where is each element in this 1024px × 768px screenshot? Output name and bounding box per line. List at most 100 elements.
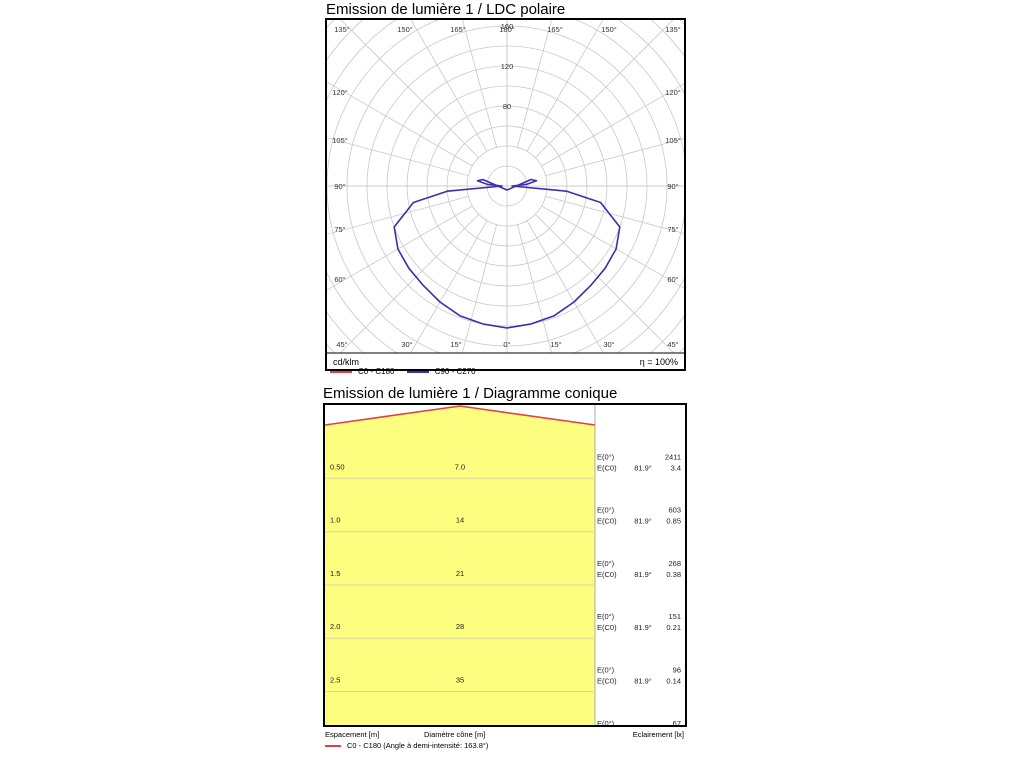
polar-radial-label: 80 (503, 102, 511, 111)
polar-angle-label-bottom: 15° (550, 340, 561, 349)
polar-spoke (535, 214, 675, 353)
polar-efficiency: η = 100% (639, 357, 678, 367)
cone-row-diameter: 28 (456, 622, 464, 631)
cone-legend-label: C0 - C180 (Angle à demi-intensité: 163.8… (347, 741, 489, 750)
polar-spoke (410, 20, 488, 152)
legend-label-c90: C90 - C270 (434, 367, 476, 376)
cone-row-e0-value: 96 (673, 666, 681, 675)
polar-spoke (535, 20, 674, 158)
cone-row-e0-label: E(0°) (597, 719, 615, 725)
polar-angle-label-top: 135° (334, 25, 350, 34)
cone-footer-illum: Eclairement [lx] (632, 730, 684, 739)
cone-fill-area (325, 406, 595, 725)
polar-angle-label-top: 165° (547, 25, 563, 34)
cone-footer-spacing: Espacement [m] (325, 730, 380, 739)
polar-spoke (327, 195, 469, 235)
cone-row-ec-label: E(C0) (597, 677, 617, 686)
polar-angle-label-bottom: 30° (401, 340, 412, 349)
cone-row-spacing: 1.0 (330, 516, 340, 525)
polar-spoke (461, 224, 498, 353)
polar-spoke (340, 20, 479, 158)
cone-row-ec-value: 0.21 (666, 623, 681, 632)
polar-angle-label-bottom: 45° (336, 340, 347, 349)
cone-row-ec-value: 0.85 (666, 517, 681, 526)
polar-spoke (526, 220, 604, 353)
polar-angle-label-top: 135° (665, 25, 681, 34)
polar-ring (327, 20, 684, 353)
legend-label-c0: C0 - C180 (358, 367, 395, 376)
cone-row-diameter: 14 (456, 516, 464, 525)
polar-angle-label-right: 90° (667, 182, 678, 191)
cone-row-e0-value: 67 (673, 719, 681, 725)
cone-row-diameter: 35 (456, 676, 464, 685)
cone-row-angle: 81.9° (634, 463, 652, 472)
polar-angle-label-bottom: 45° (667, 340, 678, 349)
cone-row-e0-value: 151 (668, 612, 681, 621)
polar-angle-label-right: 60° (667, 275, 678, 284)
cone-legend: C0 - C180 (Angle à demi-intensité: 163.8… (325, 741, 488, 750)
cone-panel: 0.50 7.0 E(0°) 2411 E(C0) 81.9° 3.4 1.0 14 E(0°) 6… (323, 403, 687, 727)
polar-spoke (516, 224, 553, 353)
cone-row-ec-label: E(C0) (597, 623, 617, 632)
polar-angle-label-left: 120° (332, 88, 348, 97)
cone-row-angle: 81.9° (634, 517, 652, 526)
cone-row-e0-label: E(0°) (597, 666, 615, 675)
legend-line-c90 (406, 370, 429, 373)
polar-title: Emission de lumière 1 / LDC polaire (326, 1, 566, 18)
polar-angle-label-right: 75° (667, 225, 678, 234)
cone-row-angle: 81.9° (634, 570, 652, 579)
cone-row-e0-value: 603 (668, 506, 681, 515)
cone-row-e0-value: 2411 (665, 452, 681, 461)
cone-row-spacing: 1.5 (330, 569, 340, 578)
polar-grid (327, 20, 684, 353)
polar-spoke (516, 20, 552, 148)
cone-row-diameter: 7.0 (455, 462, 465, 471)
polar-spoke (462, 20, 498, 148)
polar-spoke (526, 20, 604, 152)
cone-row-spacing: 2.5 (330, 676, 340, 685)
polar-chart: 160 120 80 135° 150° 165° 180° 165° 150° 135° 45° 3… (327, 20, 684, 354)
cone-row-e0-label: E(0°) (597, 506, 615, 515)
polar-spoke (410, 220, 488, 353)
legend-item-c90: C90 - C270 (406, 367, 476, 376)
polar-angle-label-left: 75° (334, 225, 345, 234)
polar-angle-label-top: 165° (450, 25, 466, 34)
cone-row-ec-value: 0.14 (666, 677, 681, 686)
polar-angle-label-bottom: 30° (603, 340, 614, 349)
polar-series-c90-c270 (393, 178, 621, 329)
cone-title: Emission de lumière 1 / Diagramme coniqu… (323, 385, 618, 402)
legend-item-c0: C0 - C180 (330, 367, 394, 376)
polar-angle-label-right: 120° (665, 88, 681, 97)
polar-angle-label-top: 150° (601, 25, 617, 34)
cone-row-diameter: 21 (456, 569, 464, 578)
polar-radial-label: 120 (501, 62, 514, 71)
polar-spoke (541, 205, 684, 289)
cone-row-ec-label: E(C0) (597, 570, 617, 579)
polar-spoke (545, 195, 684, 234)
polar-spoke (541, 83, 684, 167)
cone-row-angle: 81.9° (634, 677, 652, 686)
cone-legend-line (325, 745, 341, 748)
polar-angle-label-left: 90° (334, 182, 345, 191)
polar-angle-label-left: 105° (332, 136, 348, 145)
polar-spoke (327, 81, 473, 167)
cone-row-ec-label: E(C0) (597, 517, 617, 526)
polar-legend: C0 - C180 C90 - C270 (330, 367, 476, 376)
cone-row-e0-label: E(0°) (597, 559, 615, 568)
cone-chart: 0.50 7.0 E(0°) 2411 E(C0) 81.9° 3.4 1.0 14 E(0°) 6… (325, 405, 681, 725)
polar-angle-label-bottom: 15° (450, 340, 461, 349)
legend-line-c0 (330, 370, 352, 373)
polar-unit: cd/klm (333, 357, 360, 367)
cone-row-e0-value: 268 (668, 559, 681, 568)
polar-spoke (339, 214, 479, 353)
cone-row-e0-label: E(0°) (597, 452, 615, 461)
cone-row-ec-value: 0.38 (666, 570, 681, 579)
cone-row-e0-label: E(0°) (597, 612, 615, 621)
cone-footer-diameter: Diamètre cône [m] (424, 730, 486, 739)
cone-row-spacing: 0.50 (330, 462, 345, 471)
polar-spoke (545, 138, 684, 177)
cone-row-angle: 81.9° (634, 623, 652, 632)
cone-half-intensity-line (325, 405, 596, 426)
polar-angle-label-right: 105° (665, 136, 681, 145)
cone-row-spacing: 2.0 (330, 622, 340, 631)
